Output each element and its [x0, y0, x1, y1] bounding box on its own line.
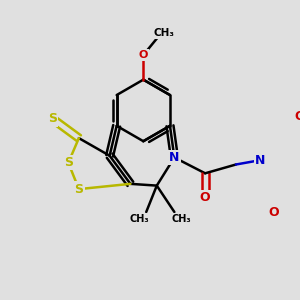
Text: S: S [48, 112, 57, 125]
Text: CH₃: CH₃ [172, 214, 191, 224]
Text: CH₃: CH₃ [129, 214, 149, 224]
Text: O: O [139, 50, 148, 60]
Text: N: N [169, 151, 180, 164]
Text: S: S [74, 183, 83, 196]
Text: S: S [64, 156, 73, 169]
Text: O: O [200, 191, 211, 204]
Text: O: O [268, 206, 279, 219]
Text: CH₃: CH₃ [153, 28, 174, 38]
Text: N: N [255, 154, 266, 166]
Text: O: O [295, 110, 300, 123]
